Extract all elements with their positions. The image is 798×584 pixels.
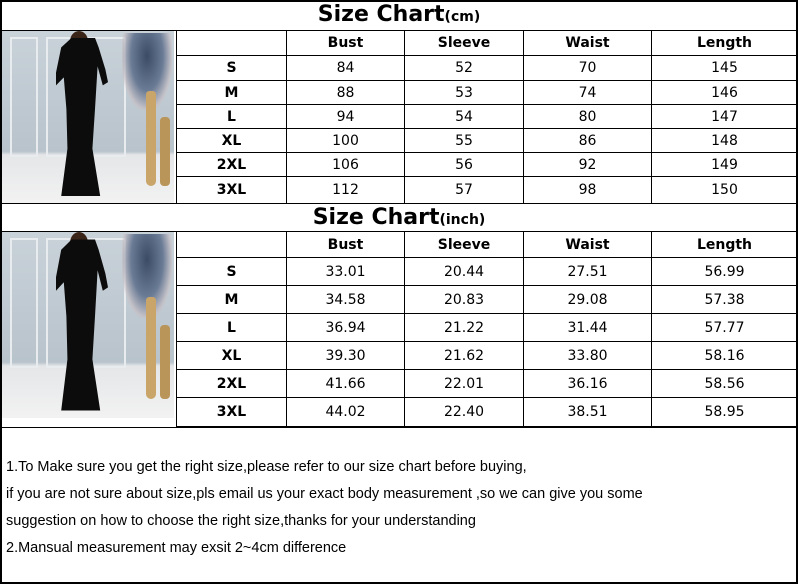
size-label: M: [176, 285, 287, 314]
note-line: suggestion on how to choose the right si…: [6, 513, 476, 529]
product-photo: [2, 31, 174, 203]
table-cell: 52: [404, 55, 524, 81]
table-cell: 21.22: [404, 313, 524, 342]
title-text: Size Chart: [312, 205, 440, 230]
column-header: [176, 30, 287, 56]
column-header: Length: [651, 231, 798, 258]
note-line: 2.Mansual measurement may exsit 2~4cm di…: [6, 540, 347, 556]
column-header: Length: [651, 30, 798, 56]
table-cell: 58.56: [651, 369, 798, 398]
table-cell: 41.66: [286, 369, 405, 398]
table-cell: 86: [523, 128, 652, 153]
size-label: M: [176, 80, 287, 105]
cm-size-table: Bust Sleeve Waist Length S 84 52 70 145 M 88 53 74 14…: [176, 30, 798, 204]
size-label: S: [176, 55, 287, 81]
table-cell: 57: [404, 176, 524, 204]
column-header: Sleeve: [404, 30, 524, 56]
table-cell: 150: [651, 176, 798, 204]
table-cell: 98: [523, 176, 652, 204]
table-row: M 88 53 74 146: [176, 80, 798, 105]
column-header: Bust: [286, 231, 405, 258]
table-cell: 146: [651, 80, 798, 105]
table-cell: 54: [404, 104, 524, 129]
table-cell: 36.16: [523, 369, 652, 398]
table-cell: 27.51: [523, 257, 652, 286]
table-cell: 56.99: [651, 257, 798, 286]
table-cell: 106: [286, 152, 405, 177]
column-header: Waist: [523, 231, 652, 258]
table-row: M 34.58 20.83 29.08 57.38: [176, 285, 798, 314]
table-cell: 70: [523, 55, 652, 81]
table-cell: 84: [286, 55, 405, 81]
column-header: Waist: [523, 30, 652, 56]
column-header: Sleeve: [404, 231, 524, 258]
size-label: 3XL: [176, 397, 287, 427]
table-cell: 33.80: [523, 341, 652, 370]
unit-label: (inch): [439, 212, 486, 228]
table-cell: 38.51: [523, 397, 652, 427]
table-cell: 56: [404, 152, 524, 177]
table-cell: 57.77: [651, 313, 798, 342]
table-row: S 84 52 70 145: [176, 55, 798, 81]
table-cell: 53: [404, 80, 524, 105]
size-label: 2XL: [176, 369, 287, 398]
unit-label: (cm): [444, 9, 481, 25]
size-label: L: [176, 313, 287, 342]
column-header: [176, 231, 287, 258]
table-cell: 29.08: [523, 285, 652, 314]
table-cell: 112: [286, 176, 405, 204]
table-cell: 20.83: [404, 285, 524, 314]
size-label: 2XL: [176, 152, 287, 177]
notes-section: 1.To Make sure you get the right size,pl…: [0, 427, 798, 584]
table-cell: 22.40: [404, 397, 524, 427]
table-row: L 94 54 80 147: [176, 104, 798, 129]
product-photo: [2, 232, 174, 418]
table-cell: 145: [651, 55, 798, 81]
table-cell: 21.62: [404, 341, 524, 370]
table-row: XL 39.30 21.62 33.80 58.16: [176, 341, 798, 370]
table-cell: 33.01: [286, 257, 405, 286]
size-label: 3XL: [176, 176, 287, 204]
table-row: S 33.01 20.44 27.51 56.99: [176, 257, 798, 286]
table-cell: 149: [651, 152, 798, 177]
table-cell: 148: [651, 128, 798, 153]
table-row: 3XL 44.02 22.40 38.51 58.95: [176, 397, 798, 427]
table-cell: 88: [286, 80, 405, 105]
table-row: 2XL 41.66 22.01 36.16 58.56: [176, 369, 798, 398]
table-cell: 20.44: [404, 257, 524, 286]
table-row: L 36.94 21.22 31.44 57.77: [176, 313, 798, 342]
inch-chart-title: Size Chart(inch): [0, 203, 798, 232]
table-row: XL 100 55 86 148: [176, 128, 798, 153]
table-cell: 34.58: [286, 285, 405, 314]
table-cell: 80: [523, 104, 652, 129]
size-label: L: [176, 104, 287, 129]
header-row: Bust Sleeve Waist Length: [176, 30, 798, 56]
table-row: 2XL 106 56 92 149: [176, 152, 798, 177]
table-cell: 39.30: [286, 341, 405, 370]
table-cell: 74: [523, 80, 652, 105]
note-line: 1.To Make sure you get the right size,pl…: [6, 459, 527, 475]
table-cell: 58.16: [651, 341, 798, 370]
table-cell: 22.01: [404, 369, 524, 398]
table-cell: 100: [286, 128, 405, 153]
column-header: Bust: [286, 30, 405, 56]
note-line: if you are not sure about size,pls email…: [6, 486, 643, 502]
size-label: XL: [176, 341, 287, 370]
table-cell: 94: [286, 104, 405, 129]
table-cell: 44.02: [286, 397, 405, 427]
table-cell: 57.38: [651, 285, 798, 314]
table-cell: 92: [523, 152, 652, 177]
table-cell: 36.94: [286, 313, 405, 342]
size-label: S: [176, 257, 287, 286]
cm-chart-title: Size Chart(cm): [0, 0, 798, 31]
table-cell: 147: [651, 104, 798, 129]
table-row: 3XL 112 57 98 150: [176, 176, 798, 204]
table-cell: 55: [404, 128, 524, 153]
size-label: XL: [176, 128, 287, 153]
title-text: Size Chart: [317, 2, 445, 27]
inch-size-table: Bust Sleeve Waist Length S 33.01 20.44 27.51 56.…: [176, 231, 798, 427]
header-row: Bust Sleeve Waist Length: [176, 231, 798, 258]
table-cell: 31.44: [523, 313, 652, 342]
table-cell: 58.95: [651, 397, 798, 427]
